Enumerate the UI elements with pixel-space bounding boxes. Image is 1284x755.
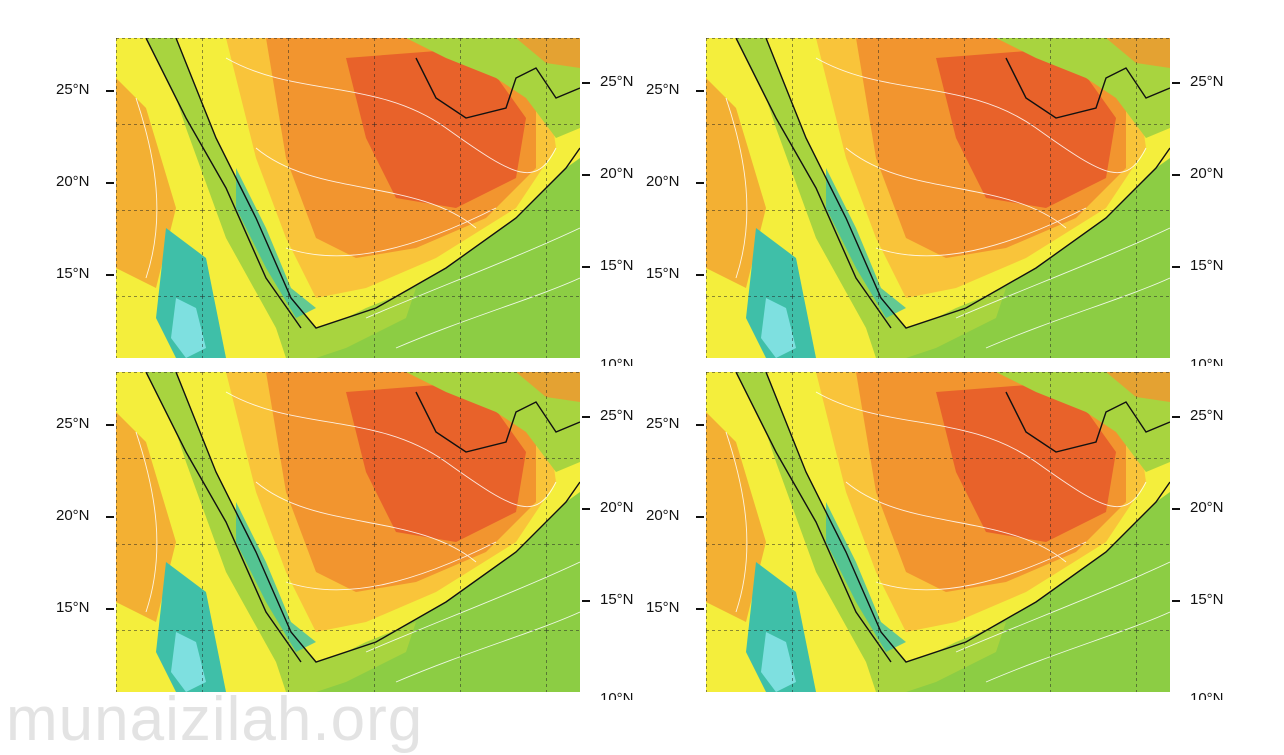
- latitude-label-left: 15°N: [646, 265, 680, 282]
- axis-tick: [582, 174, 590, 176]
- latitude-label-left: 25°N: [646, 81, 680, 98]
- latitude-label-right: 15°N: [600, 257, 634, 274]
- axis-tick: [106, 608, 114, 610]
- latitude-label-left: 25°N: [56, 81, 90, 98]
- axis-tick: [106, 424, 114, 426]
- axis-tick: [106, 90, 114, 92]
- latitude-label-right: 20°N: [600, 499, 634, 516]
- axis-tick: [1172, 416, 1180, 418]
- latitude-label-left: 15°N: [56, 599, 90, 616]
- axis-tick: [696, 424, 704, 426]
- latitude-label-left: 20°N: [56, 507, 90, 524]
- watermark: munaizilah.org: [6, 685, 424, 754]
- map-image: [706, 372, 1170, 692]
- latitude-label-left: 25°N: [646, 415, 680, 432]
- map-panel-1: 25°N 25°N 20°N 20°N 15°N 15°N 10°N: [0, 0, 642, 370]
- axis-tick: [1172, 82, 1180, 84]
- axis-tick: [582, 266, 590, 268]
- latitude-label-right: 25°N: [1190, 73, 1224, 90]
- map-image: [706, 38, 1170, 358]
- latitude-label-left: 20°N: [646, 507, 680, 524]
- latitude-label-right: 20°N: [1190, 165, 1224, 182]
- latitude-label-cutoff: 10°N: [1190, 690, 1224, 700]
- map-panel-4: 25°N 25°N 20°N 20°N 15°N 15°N 10°N: [590, 334, 1232, 704]
- latitude-label-right: 15°N: [1190, 257, 1224, 274]
- latitude-label-right: 25°N: [600, 407, 634, 424]
- latitude-label-right: 15°N: [600, 591, 634, 608]
- latitude-label-right: 20°N: [1190, 499, 1224, 516]
- latitude-label-cutoff: 10°N: [600, 690, 634, 700]
- latitude-label-left: 20°N: [646, 173, 680, 190]
- latitude-label-left: 15°N: [56, 265, 90, 282]
- axis-tick: [582, 600, 590, 602]
- axis-tick: [696, 90, 704, 92]
- latitude-label-cutoff: 10°N: [600, 356, 634, 366]
- latitude-label-left: 20°N: [56, 173, 90, 190]
- axis-tick: [696, 274, 704, 276]
- axis-tick: [106, 182, 114, 184]
- axis-tick: [1172, 266, 1180, 268]
- latitude-label-right: 20°N: [600, 165, 634, 182]
- axis-tick: [1172, 600, 1180, 602]
- axis-tick: [1172, 174, 1180, 176]
- axis-tick: [696, 516, 704, 518]
- axis-tick: [582, 416, 590, 418]
- map-image: [116, 38, 580, 358]
- axis-tick: [582, 82, 590, 84]
- latitude-label-left: 15°N: [646, 599, 680, 616]
- axis-tick: [696, 182, 704, 184]
- latitude-label-right: 25°N: [600, 73, 634, 90]
- axis-tick: [1172, 508, 1180, 510]
- map-panel-3: 25°N 25°N 20°N 20°N 15°N 15°N 10°N: [0, 334, 642, 704]
- map-image: [116, 372, 580, 692]
- axis-tick: [582, 508, 590, 510]
- latitude-label-right: 25°N: [1190, 407, 1224, 424]
- map-panel-2: 25°N 25°N 20°N 20°N 15°N 15°N 10°N: [590, 0, 1232, 370]
- axis-tick: [106, 516, 114, 518]
- axis-tick: [696, 608, 704, 610]
- latitude-label-left: 25°N: [56, 415, 90, 432]
- axis-tick: [106, 274, 114, 276]
- latitude-label-cutoff: 10°N: [1190, 356, 1224, 366]
- latitude-label-right: 15°N: [1190, 591, 1224, 608]
